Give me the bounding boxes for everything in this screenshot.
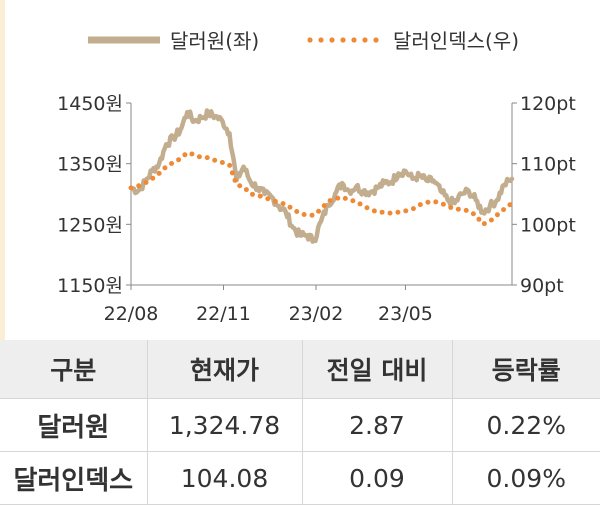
right-tick-label: 110pt <box>520 154 576 176</box>
row-change-usdkrw: 2.87 <box>301 398 452 452</box>
series-line-dxy <box>128 149 515 228</box>
right-tick-label: 90pt <box>520 275 564 297</box>
legend-swatch-dot <box>362 37 368 43</box>
header-change-rate: 등락률 <box>451 340 600 399</box>
header-current-price: 현재가 <box>146 340 302 399</box>
table-header-row: 구분 현재가 전일 대비 등락률 <box>0 340 600 399</box>
legend-swatch-dot <box>318 37 324 43</box>
legend-swatch-dot <box>351 37 357 43</box>
left-tick-label: 1350원 <box>57 154 123 176</box>
left-tick-label: 1450원 <box>57 93 123 115</box>
right-tick-label: 120pt <box>520 93 576 115</box>
series-line-usdkrw <box>128 108 515 244</box>
left-tick-label: 1150원 <box>57 275 123 297</box>
right-tick-label: 100pt <box>520 214 576 236</box>
table-row: 달러원 1,324.78 2.87 0.22% <box>0 398 600 452</box>
table-row: 달러인덱스 104.08 0.09 0.09% <box>0 451 600 505</box>
header-category: 구분 <box>0 340 147 399</box>
left-tick-label: 1250원 <box>57 214 123 236</box>
chart: 달러원(좌) 달러인덱스(우) 1450원 1350원 1250원 1150원 120pt 1… <box>57 29 576 325</box>
row-name-dxy: 달러인덱스 <box>0 451 147 505</box>
row-change-dxy: 0.09 <box>301 451 452 505</box>
row-rate-usdkrw: 0.22% <box>451 398 600 452</box>
side-accent-bar <box>0 0 5 340</box>
legend-swatch-dot <box>373 37 379 43</box>
fx-summary-table: 구분 현재가 전일 대비 등락률 달러원 1,324.78 2.87 0.22%… <box>0 340 600 505</box>
header-change: 전일 대비 <box>301 340 452 399</box>
legend-label-dxy: 달러인덱스(우) <box>393 29 519 53</box>
legend-swatch-dot <box>340 37 346 43</box>
legend-label-usdkrw: 달러원(좌) <box>170 29 259 53</box>
row-name-usdkrw: 달러원 <box>0 398 147 452</box>
x-tick-label: 22/11 <box>196 303 251 325</box>
legend-swatch-dot <box>307 37 313 43</box>
row-price-usdkrw: 1,324.78 <box>146 398 302 452</box>
row-rate-dxy: 0.09% <box>451 451 600 505</box>
legend-swatch-dot <box>329 37 335 43</box>
x-tick-label: 22/08 <box>104 303 159 325</box>
row-price-dxy: 104.08 <box>146 451 302 505</box>
x-tick-label: 23/02 <box>289 303 344 325</box>
x-tick-label: 23/05 <box>378 303 433 325</box>
dollar-chart-svg: 달러원(좌) 달러인덱스(우) 1450원 1350원 1250원 1150원 120pt 1… <box>57 29 576 325</box>
